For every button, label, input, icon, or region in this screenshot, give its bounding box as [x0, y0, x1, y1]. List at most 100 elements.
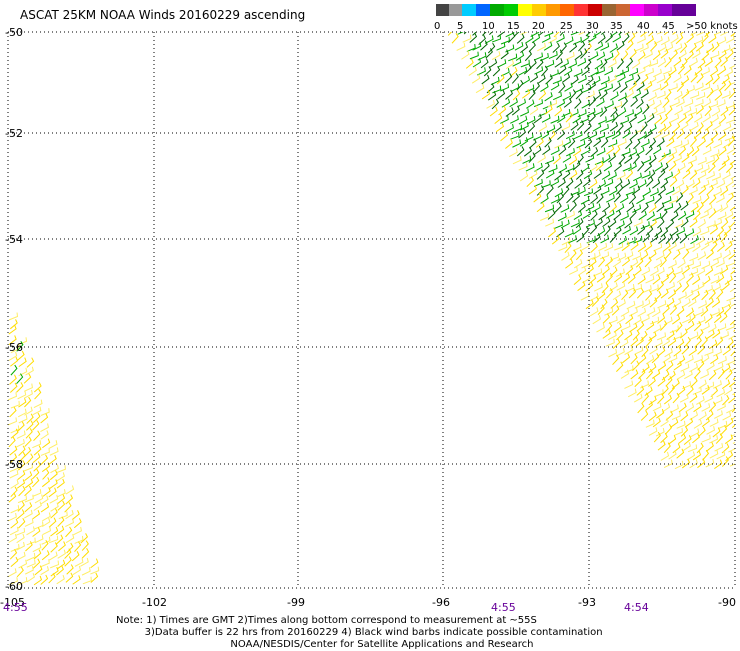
wind-barb — [676, 420, 686, 429]
wind-barb — [723, 225, 732, 236]
legend-label: 35 — [610, 21, 623, 32]
wind-barb — [18, 337, 28, 346]
wind-barb — [592, 122, 602, 132]
wind-barb — [26, 526, 35, 536]
wind-barb — [593, 283, 603, 292]
wind-barb — [24, 566, 34, 575]
wind-barb — [654, 193, 662, 205]
wind-barb — [704, 203, 713, 214]
wind-barb — [466, 43, 476, 52]
wind-barb — [594, 41, 604, 51]
wind-barb — [509, 148, 518, 157]
wind-barb — [56, 565, 64, 576]
wind-barb — [663, 32, 669, 36]
wind-barb — [612, 50, 620, 61]
wind-barb — [622, 32, 630, 44]
wind-barb — [577, 266, 587, 276]
wind-barb — [537, 74, 546, 84]
wind-barb — [700, 179, 710, 189]
wind-barb — [648, 59, 659, 67]
wind-barb — [697, 359, 705, 371]
wind-barb — [41, 477, 50, 488]
wind-barb — [558, 164, 568, 174]
wind-barb — [465, 58, 474, 69]
wind-barb — [718, 81, 727, 92]
wind-barb — [41, 539, 49, 551]
wind-barb — [630, 240, 639, 251]
wind-barb — [621, 273, 631, 284]
wind-barb — [654, 290, 662, 302]
wind-barb — [728, 448, 735, 453]
wind-barb — [526, 115, 536, 125]
wind-barb — [728, 105, 735, 116]
wind-barb — [716, 226, 725, 237]
wind-barb — [544, 105, 553, 115]
wind-barb — [624, 74, 634, 84]
wind-barb — [625, 57, 634, 69]
wind-barb — [553, 32, 560, 38]
wind-barb — [596, 323, 605, 333]
wind-barb — [701, 434, 711, 443]
wind-barb — [729, 81, 735, 86]
legend-label: 45 — [662, 21, 675, 32]
wind-barb — [632, 329, 640, 341]
wind-barb — [696, 92, 706, 100]
wind-barb — [702, 113, 711, 123]
wind-barb — [520, 43, 529, 54]
wind-barb — [15, 527, 26, 536]
wind-barb — [717, 211, 727, 220]
wind-barb — [633, 32, 639, 35]
wind-barb — [553, 221, 563, 230]
wind-barb — [716, 288, 724, 300]
wind-barb — [577, 74, 587, 84]
wind-barb — [73, 526, 82, 536]
wind-barb — [10, 543, 20, 552]
wind-barb — [605, 32, 613, 43]
lon-label: -102 — [142, 596, 167, 609]
wind-barb — [32, 453, 41, 464]
wind-barb — [48, 454, 57, 465]
wind-barb — [709, 435, 719, 444]
wind-barb — [608, 218, 617, 229]
wind-barb — [638, 179, 647, 189]
wind-barb — [575, 249, 583, 261]
wind-barb — [640, 380, 649, 389]
wind-barb — [564, 229, 574, 238]
wind-barb — [689, 136, 697, 147]
wind-barb — [8, 568, 17, 577]
wind-barb — [642, 103, 650, 115]
wind-barb — [17, 495, 28, 504]
wind-barb — [704, 120, 713, 131]
wind-barb — [648, 331, 657, 342]
wind-barb — [585, 299, 594, 310]
wind-barb — [34, 521, 44, 530]
wind-barb — [605, 288, 614, 299]
wind-barb — [481, 89, 491, 100]
wind-barb — [645, 196, 655, 205]
wind-barb — [645, 35, 654, 45]
wind-barb — [489, 32, 493, 35]
wind-barb — [575, 169, 584, 180]
wind-barb — [90, 572, 99, 583]
wind-barb — [682, 169, 691, 180]
wind-barb — [608, 331, 617, 341]
wind-barb — [619, 116, 629, 125]
wind-barb — [42, 469, 50, 480]
wind-barb — [646, 99, 655, 109]
wind-barb — [33, 501, 42, 511]
wind-barb — [730, 345, 735, 357]
wind-barb — [41, 517, 51, 528]
wind-barb — [637, 114, 647, 124]
wind-barb — [732, 441, 735, 444]
wind-barb — [643, 129, 653, 139]
wind-barb — [722, 139, 731, 149]
wind-barb — [701, 32, 709, 44]
wind-barb — [686, 320, 695, 331]
wind-barb — [729, 127, 735, 132]
wind-barb — [588, 130, 598, 140]
wind-barb — [632, 360, 640, 371]
wind-barb — [546, 184, 554, 196]
wind-barb — [629, 68, 639, 77]
wind-barb — [34, 494, 44, 504]
